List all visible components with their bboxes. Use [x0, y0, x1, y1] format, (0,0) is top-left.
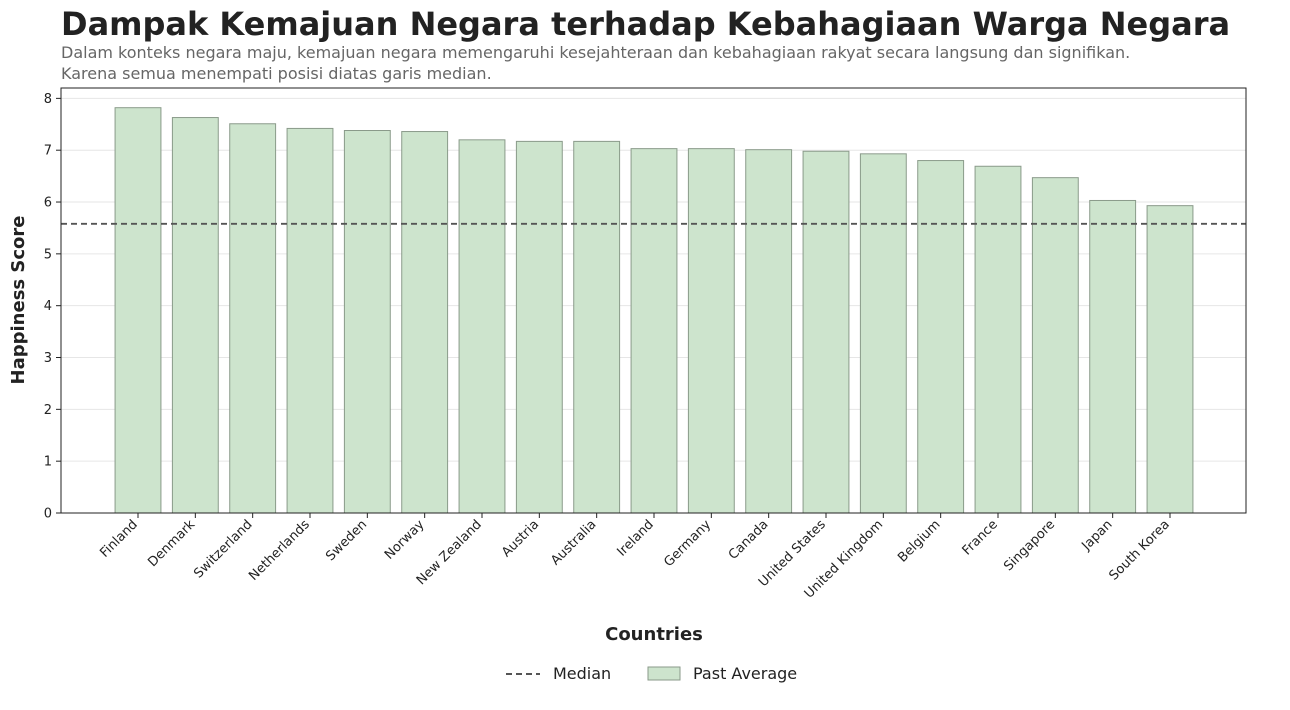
y-ticks: 0 1 2 3 4 5 6 7 8	[44, 92, 61, 522]
subtitle-line-2: Karena semua menempati posisi diatas gar…	[61, 64, 492, 83]
bar-austria	[515, 140, 563, 514]
bar-united-kingdom	[859, 153, 907, 514]
y-tick-label-7: 7	[44, 144, 52, 159]
bar-south-korea	[1146, 205, 1194, 514]
bar-australia	[573, 140, 621, 514]
chart-subtitle: Dalam konteks negara maju, kemajuan nega…	[61, 42, 1130, 84]
x-tick-label-0: Finland	[97, 517, 140, 560]
y-axis-title: Happiness Score	[8, 216, 29, 385]
bar-ireland	[630, 148, 678, 514]
bar-france	[974, 165, 1022, 514]
bar-netherlands	[286, 127, 334, 514]
bar-belgium	[917, 160, 965, 514]
y-tick-label-8: 8	[44, 92, 52, 107]
x-tick-label-10: Germany	[661, 517, 714, 570]
bar-switzerland	[229, 123, 277, 514]
bar-denmark	[171, 117, 219, 514]
x-axis-title: Countries	[605, 624, 703, 645]
bar-united-states	[802, 150, 850, 514]
bar-norway	[401, 131, 449, 514]
legend-median-label: Median	[553, 664, 611, 683]
bar-finland	[114, 107, 162, 514]
bar-germany	[687, 148, 735, 514]
x-tick-label-2: Switzerland	[191, 517, 255, 581]
x-tick-label-17: Japan	[1079, 517, 1116, 554]
x-tick-label-1: Denmark	[145, 517, 198, 570]
bar-canada	[745, 149, 793, 514]
legend-bar-swatch	[647, 666, 681, 681]
x-tick-label-16: Singapore	[1001, 517, 1058, 574]
x-tick-label-5: Norway	[382, 517, 428, 563]
bar-singapore	[1031, 177, 1079, 514]
legend: Median Past Average	[506, 664, 797, 683]
chart-title: Dampak Kemajuan Negara terhadap Kebahagi…	[61, 5, 1231, 43]
y-tick-label-5: 5	[44, 247, 52, 262]
y-tick-label-4: 4	[44, 299, 52, 314]
x-tick-label-14: Belgium	[895, 517, 943, 565]
x-tick-label-11: Canada	[726, 517, 772, 563]
bars	[114, 107, 1194, 514]
x-tick-label-15: France	[960, 517, 1001, 558]
y-tick-label-3: 3	[44, 351, 52, 366]
y-tick-label-6: 6	[44, 196, 52, 211]
x-tick-label-3: Netherlands	[246, 517, 313, 584]
bar-new-zealand	[458, 139, 506, 514]
bar-japan	[1089, 199, 1137, 514]
y-tick-label-1: 1	[44, 455, 52, 470]
x-tick-label-9: Ireland	[614, 517, 656, 559]
x-tick-label-4: Sweden	[323, 517, 370, 564]
x-tick-label-18: South Korea	[1107, 517, 1173, 583]
x-tick-label-7: Austria	[499, 517, 542, 560]
legend-bar-label: Past Average	[693, 664, 797, 683]
bar-sweden	[343, 130, 391, 514]
subtitle-line-1: Dalam konteks negara maju, kemajuan nega…	[61, 43, 1131, 62]
y-tick-label-2: 2	[44, 403, 52, 418]
y-tick-label-0: 0	[44, 507, 52, 522]
x-tick-label-8: Australia	[548, 517, 599, 568]
